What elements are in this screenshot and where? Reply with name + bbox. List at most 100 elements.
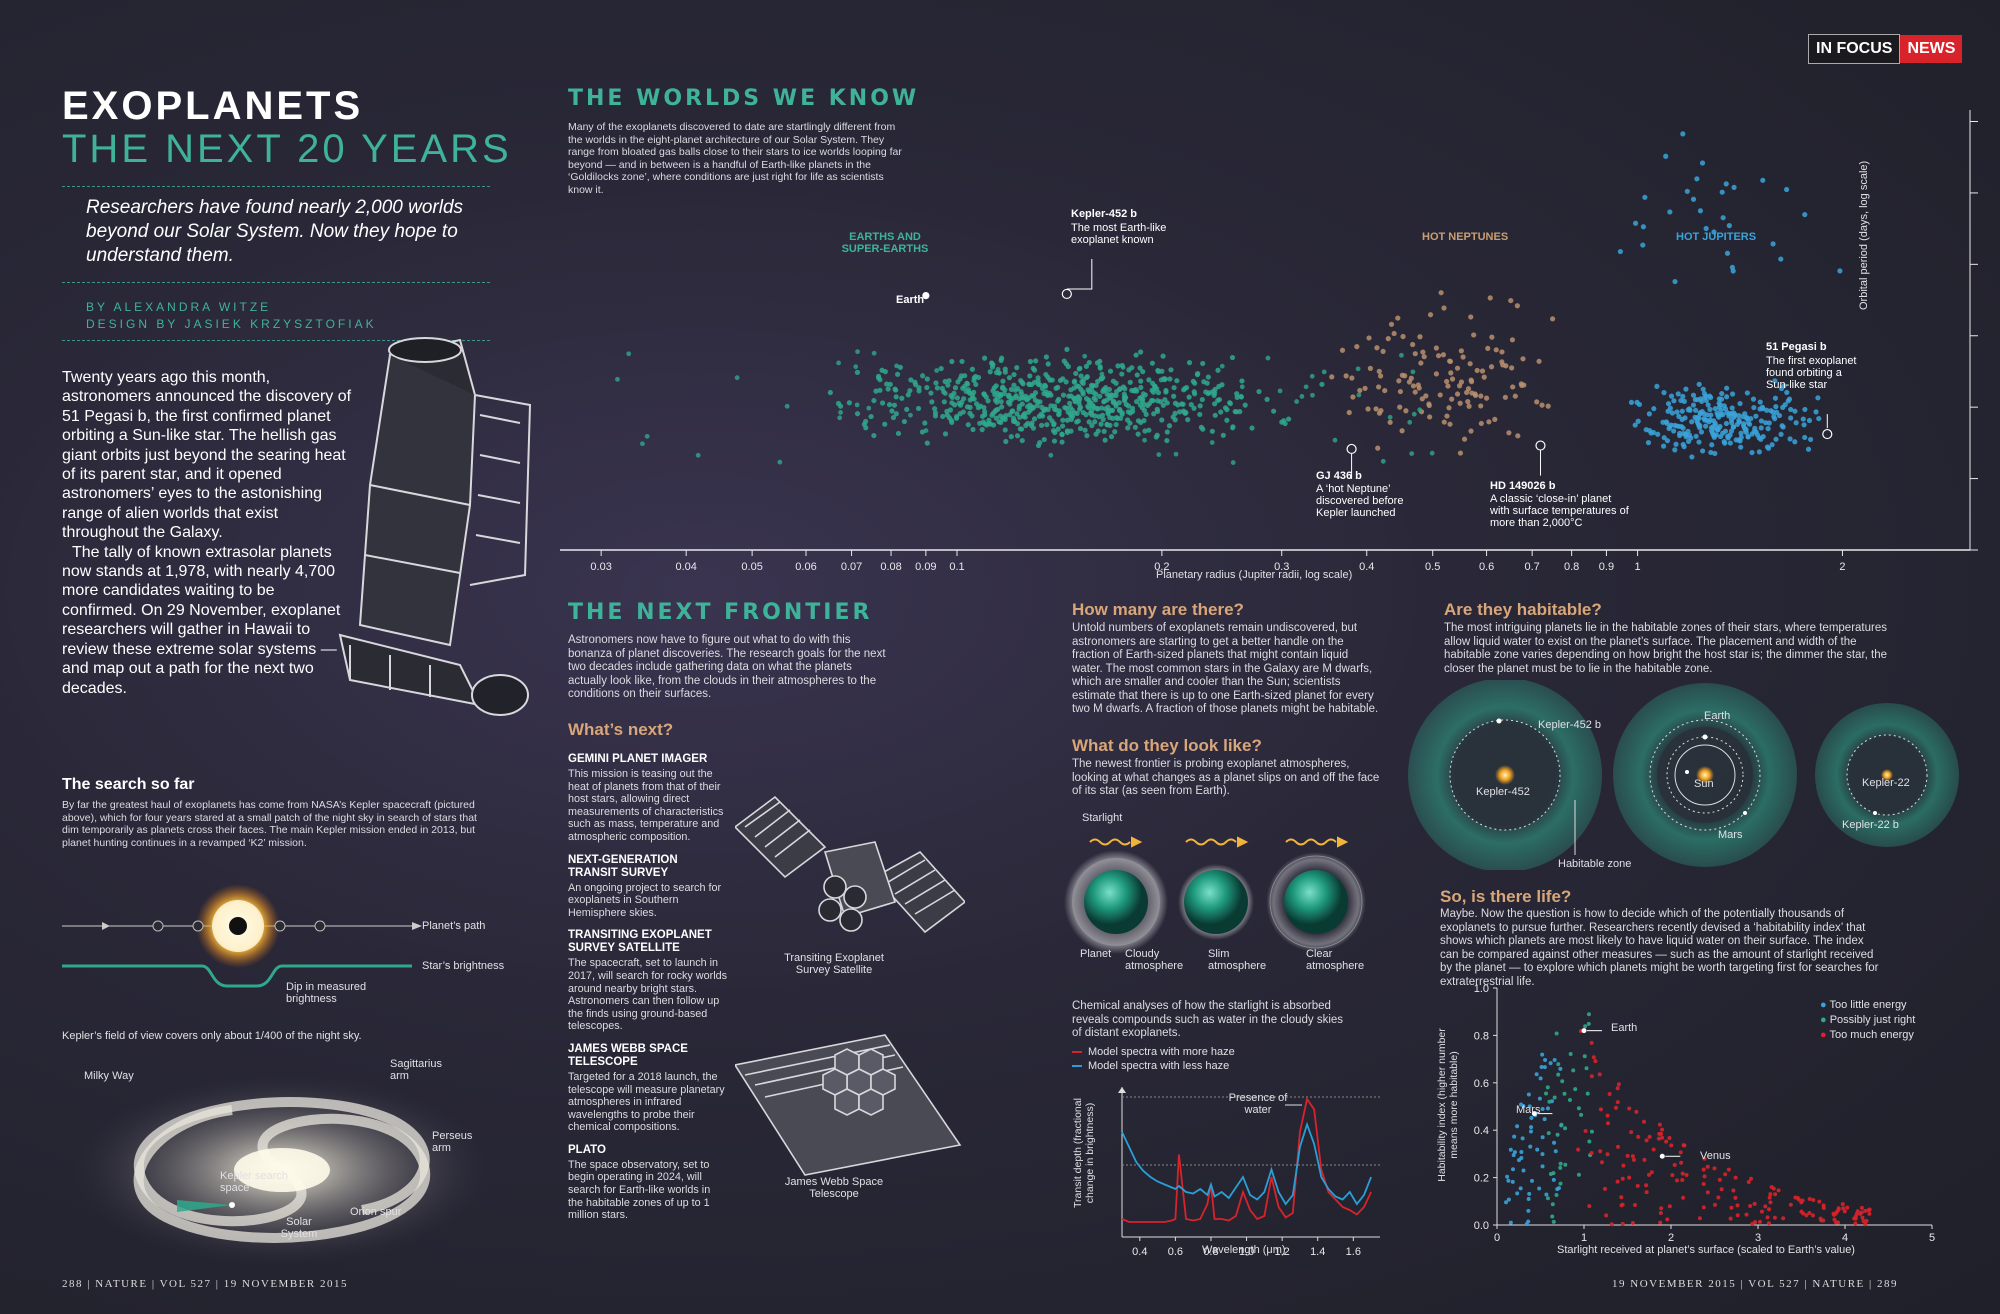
planet-point bbox=[835, 400, 842, 407]
planet-point bbox=[1073, 370, 1079, 377]
planet-point bbox=[1083, 363, 1090, 369]
planet-point bbox=[1716, 396, 1722, 402]
habitability-point bbox=[1537, 1096, 1542, 1101]
planet-point bbox=[1138, 349, 1144, 355]
planet-point bbox=[1016, 406, 1022, 412]
planet-point bbox=[1474, 367, 1480, 374]
planet-point bbox=[1466, 403, 1472, 409]
planet-point bbox=[1017, 414, 1023, 420]
planet-point bbox=[1545, 403, 1551, 409]
habitability-point bbox=[1836, 1206, 1841, 1211]
habitability-point bbox=[1587, 1204, 1592, 1209]
habitability-point bbox=[1758, 1219, 1763, 1224]
habitability-point bbox=[1620, 1221, 1625, 1226]
planet-point bbox=[1000, 384, 1006, 390]
planet-point bbox=[994, 395, 1001, 401]
planet-point bbox=[1329, 374, 1335, 380]
planet-point bbox=[1675, 391, 1681, 397]
planet-point bbox=[1281, 418, 1287, 423]
planet-point bbox=[1355, 366, 1361, 372]
planet-point bbox=[1770, 241, 1776, 247]
solar-system-dot bbox=[229, 1202, 235, 1208]
planet-point bbox=[1140, 391, 1146, 397]
habitability-point bbox=[1647, 1134, 1652, 1139]
planet-point bbox=[1478, 403, 1484, 409]
planet-point bbox=[934, 385, 940, 391]
habitability-point bbox=[1505, 1174, 1510, 1179]
habitability-point bbox=[1524, 1222, 1529, 1227]
planet-point bbox=[1120, 365, 1126, 370]
annotated-planet-marker bbox=[922, 291, 930, 300]
planet-point bbox=[966, 389, 972, 395]
x-tick-label: 0.9 bbox=[1599, 561, 1614, 573]
habitability-point bbox=[1586, 1012, 1591, 1017]
planet-point bbox=[1672, 447, 1678, 453]
planet-point bbox=[1711, 229, 1717, 235]
planet-point bbox=[1724, 394, 1730, 400]
planet-point bbox=[1802, 434, 1808, 441]
planet-point bbox=[1056, 396, 1062, 402]
planet-point bbox=[1737, 400, 1743, 407]
planet-point bbox=[1299, 394, 1305, 399]
habitability-point bbox=[1680, 1177, 1685, 1182]
planet-point bbox=[1708, 412, 1714, 418]
habitability-point bbox=[1866, 1208, 1871, 1213]
annotated-planet-point bbox=[1659, 1153, 1665, 1159]
habitability-point bbox=[1528, 1144, 1533, 1149]
planet-point bbox=[1689, 454, 1695, 460]
planet-point bbox=[1729, 405, 1735, 411]
fov-text: Kepler’s field of view covers only about… bbox=[62, 1030, 362, 1042]
habitability-chart: 0 1 2 3 4 5 0.0 0.2 0.4 0.6 0.8 1.0 bbox=[1474, 983, 1935, 1244]
planet-point bbox=[1690, 402, 1697, 408]
planet-point bbox=[1000, 378, 1006, 384]
habitability-point bbox=[1540, 1152, 1545, 1157]
habitability-point bbox=[1593, 1059, 1598, 1064]
planet-point bbox=[1640, 224, 1647, 230]
planet-point bbox=[1141, 418, 1147, 424]
planet-point bbox=[1686, 406, 1693, 412]
planet-point bbox=[854, 402, 860, 408]
planet-point bbox=[1465, 399, 1471, 405]
planet-point bbox=[1729, 420, 1735, 426]
planet-point bbox=[695, 452, 701, 458]
planet-point bbox=[1107, 368, 1114, 374]
habitability-point bbox=[1859, 1210, 1864, 1215]
habitability-point bbox=[1863, 1222, 1868, 1227]
habitability-point bbox=[1660, 1135, 1665, 1140]
planet-point bbox=[893, 394, 899, 400]
jwst-label: James Webb Space Telescope bbox=[784, 1176, 884, 1200]
habitability-point bbox=[1511, 1153, 1516, 1158]
planet-point bbox=[838, 410, 843, 415]
worlds-text: Many of the exoplanets discovered to dat… bbox=[568, 121, 902, 196]
planet-point bbox=[1014, 411, 1020, 417]
planet-point bbox=[1001, 391, 1007, 397]
planet-point bbox=[1757, 406, 1763, 412]
planet-point bbox=[942, 431, 949, 437]
cloudy-label: Cloudy atmosphere bbox=[1125, 948, 1184, 972]
planet-point bbox=[1646, 411, 1652, 417]
planet-point bbox=[1188, 402, 1194, 408]
planet-point bbox=[837, 415, 843, 421]
habitability-point bbox=[1705, 1190, 1710, 1195]
planet-point bbox=[1005, 399, 1012, 405]
habitability-point bbox=[1665, 1217, 1670, 1222]
planet-point bbox=[1218, 409, 1224, 415]
habitability-point bbox=[1631, 1157, 1636, 1162]
planet-point bbox=[1694, 418, 1700, 424]
habitability-point bbox=[1615, 1086, 1620, 1091]
planet-point bbox=[1469, 390, 1475, 396]
habitability-point bbox=[1759, 1209, 1764, 1214]
habitability-point bbox=[1508, 1220, 1513, 1225]
planet-point bbox=[1264, 396, 1270, 402]
planet-point bbox=[1286, 416, 1292, 422]
mission-text: The space observatory, set to begin oper… bbox=[568, 1158, 711, 1222]
habitability-point bbox=[1599, 1160, 1604, 1165]
planet-point bbox=[1211, 401, 1218, 407]
planet-point bbox=[854, 369, 861, 375]
habitability-point bbox=[1621, 1163, 1626, 1168]
habitability-point bbox=[1550, 1214, 1555, 1219]
planet-point bbox=[1816, 415, 1822, 422]
planet-point bbox=[1660, 443, 1667, 449]
planet-point bbox=[949, 358, 955, 365]
planet-point bbox=[1077, 365, 1083, 371]
